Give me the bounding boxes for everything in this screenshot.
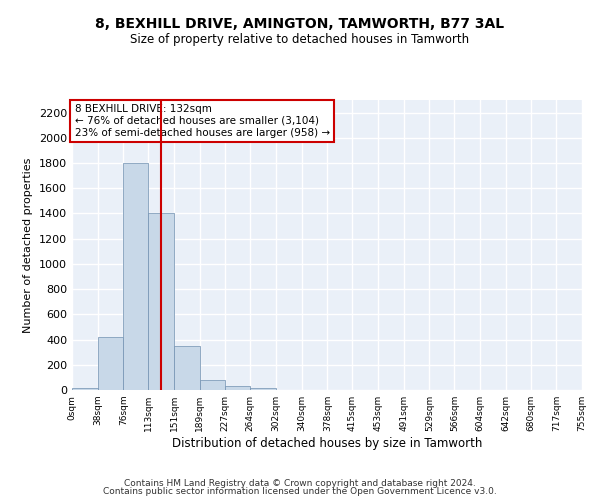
Text: Contains public sector information licensed under the Open Government Licence v3: Contains public sector information licen… xyxy=(103,487,497,496)
Bar xyxy=(72,388,98,390)
Bar xyxy=(98,337,124,390)
Bar xyxy=(226,386,250,390)
Bar xyxy=(250,388,276,390)
Text: Contains HM Land Registry data © Crown copyright and database right 2024.: Contains HM Land Registry data © Crown c… xyxy=(124,478,476,488)
X-axis label: Distribution of detached houses by size in Tamworth: Distribution of detached houses by size … xyxy=(172,437,482,450)
Text: 8 BEXHILL DRIVE: 132sqm
← 76% of detached houses are smaller (3,104)
23% of semi: 8 BEXHILL DRIVE: 132sqm ← 76% of detache… xyxy=(74,104,329,138)
Bar xyxy=(148,214,174,390)
Y-axis label: Number of detached properties: Number of detached properties xyxy=(23,158,34,332)
Text: 8, BEXHILL DRIVE, AMINGTON, TAMWORTH, B77 3AL: 8, BEXHILL DRIVE, AMINGTON, TAMWORTH, B7… xyxy=(95,18,505,32)
Bar xyxy=(124,163,148,390)
Text: Size of property relative to detached houses in Tamworth: Size of property relative to detached ho… xyxy=(130,32,470,46)
Bar xyxy=(174,346,200,390)
Bar xyxy=(200,380,226,390)
